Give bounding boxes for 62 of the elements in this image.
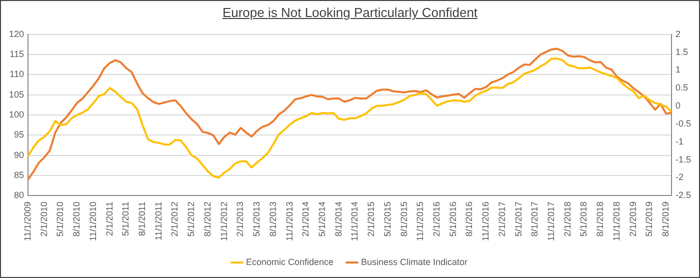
x-tick-label: 2/1/2011 xyxy=(104,202,114,236)
y-tick-label: 80 xyxy=(14,190,24,200)
x-tick-label: 11/1/2017 xyxy=(546,202,556,242)
legend-label: Economic Confidence xyxy=(246,256,334,267)
x-tick-label: 2/1/2017 xyxy=(496,202,507,237)
x-tick-label: 11/1/2013 xyxy=(284,202,294,242)
x-tick-label: 5/1/2015 xyxy=(382,202,392,237)
x-tick-label: 11/1/2012 xyxy=(218,202,229,242)
x-tick-label: 8/1/2018 xyxy=(595,202,606,237)
x-tick-label: 8/1/2019 xyxy=(660,202,671,237)
x-tick-label: 2/1/2013 xyxy=(235,202,246,237)
y-tick-label: 110 xyxy=(10,69,24,80)
x-tick-label: 2/1/2014 xyxy=(300,202,311,237)
y2-tick-label: -1.5 xyxy=(675,154,692,164)
y2-tick-label: 1.5 xyxy=(675,46,688,57)
x-tick-label: 5/1/2014 xyxy=(316,202,327,237)
x-tick-label: 11/1/2015 xyxy=(415,202,426,242)
y-tick-label: 95 xyxy=(14,130,24,140)
x-tick-label: 8/1/2017 xyxy=(530,202,540,237)
y2-tick-label: 0.5 xyxy=(675,82,688,93)
x-tick-label: 2/1/2016 xyxy=(431,202,442,237)
y-tick-label: 105 xyxy=(8,89,24,100)
y2-tick-label: 1 xyxy=(675,64,681,75)
y2-tick-label: -2.5 xyxy=(675,190,692,200)
x-tick-label: 5/1/2012 xyxy=(186,202,196,237)
y2-tick-label: -2 xyxy=(675,172,684,182)
x-tick-label: 8/1/2015 xyxy=(398,202,409,237)
x-tick-label: 11/1/2009 xyxy=(22,202,32,242)
y2-tick-label: 0 xyxy=(675,100,681,111)
x-tick-label: 11/1/2010 xyxy=(88,202,98,242)
y-tick-label: 85 xyxy=(14,170,24,180)
y2-tick-label: -1 xyxy=(675,136,684,146)
x-tick-label: 2/1/2010 xyxy=(38,202,49,237)
x-tick-label: 8/1/2016 xyxy=(464,202,474,237)
y2-tick-label: 2 xyxy=(675,28,681,39)
x-tick-label: 5/1/2019 xyxy=(644,202,654,237)
y-tick-label: 115 xyxy=(10,49,24,60)
x-tick-label: 5/1/2016 xyxy=(448,202,458,237)
legend-label: Business Climate Indicator xyxy=(361,256,468,267)
x-tick-label: 11/1/2011 xyxy=(153,202,164,240)
x-tick-label: 2/1/2019 xyxy=(628,202,638,237)
x-tick-label: 11/1/2014 xyxy=(350,202,360,242)
x-tick-label: 8/1/2010 xyxy=(72,202,82,237)
x-tick-label: 5/1/2018 xyxy=(578,202,589,237)
x-tick-label: 2/1/2012 xyxy=(170,202,180,237)
x-tick-label: 11/1/2016 xyxy=(480,202,491,242)
y2-tick-label: -0.5 xyxy=(675,118,692,128)
y-tick-label: 120 xyxy=(8,28,24,39)
x-tick-label: 5/1/2011 xyxy=(120,202,131,236)
x-tick-label: 2/1/2015 xyxy=(366,202,376,237)
x-tick-label: 5/1/2010 xyxy=(55,202,66,237)
x-tick-label: 11/1/2018 xyxy=(611,202,622,242)
x-tick-label: 5/1/2013 xyxy=(252,202,262,237)
x-tick-label: 8/1/2014 xyxy=(333,202,344,237)
x-tick-label: 8/1/2012 xyxy=(202,202,212,237)
x-tick-label: 8/1/2011 xyxy=(137,202,148,236)
x-tick-label: 2/1/2018 xyxy=(562,202,572,237)
y-tick-label: 90 xyxy=(14,150,24,160)
x-tick-label: 8/1/2013 xyxy=(268,202,278,237)
chart-title: Europe is Not Looking Particularly Confident xyxy=(221,4,479,22)
y-tick-label: 100 xyxy=(8,110,24,120)
x-tick-label: 5/1/2017 xyxy=(513,202,524,237)
